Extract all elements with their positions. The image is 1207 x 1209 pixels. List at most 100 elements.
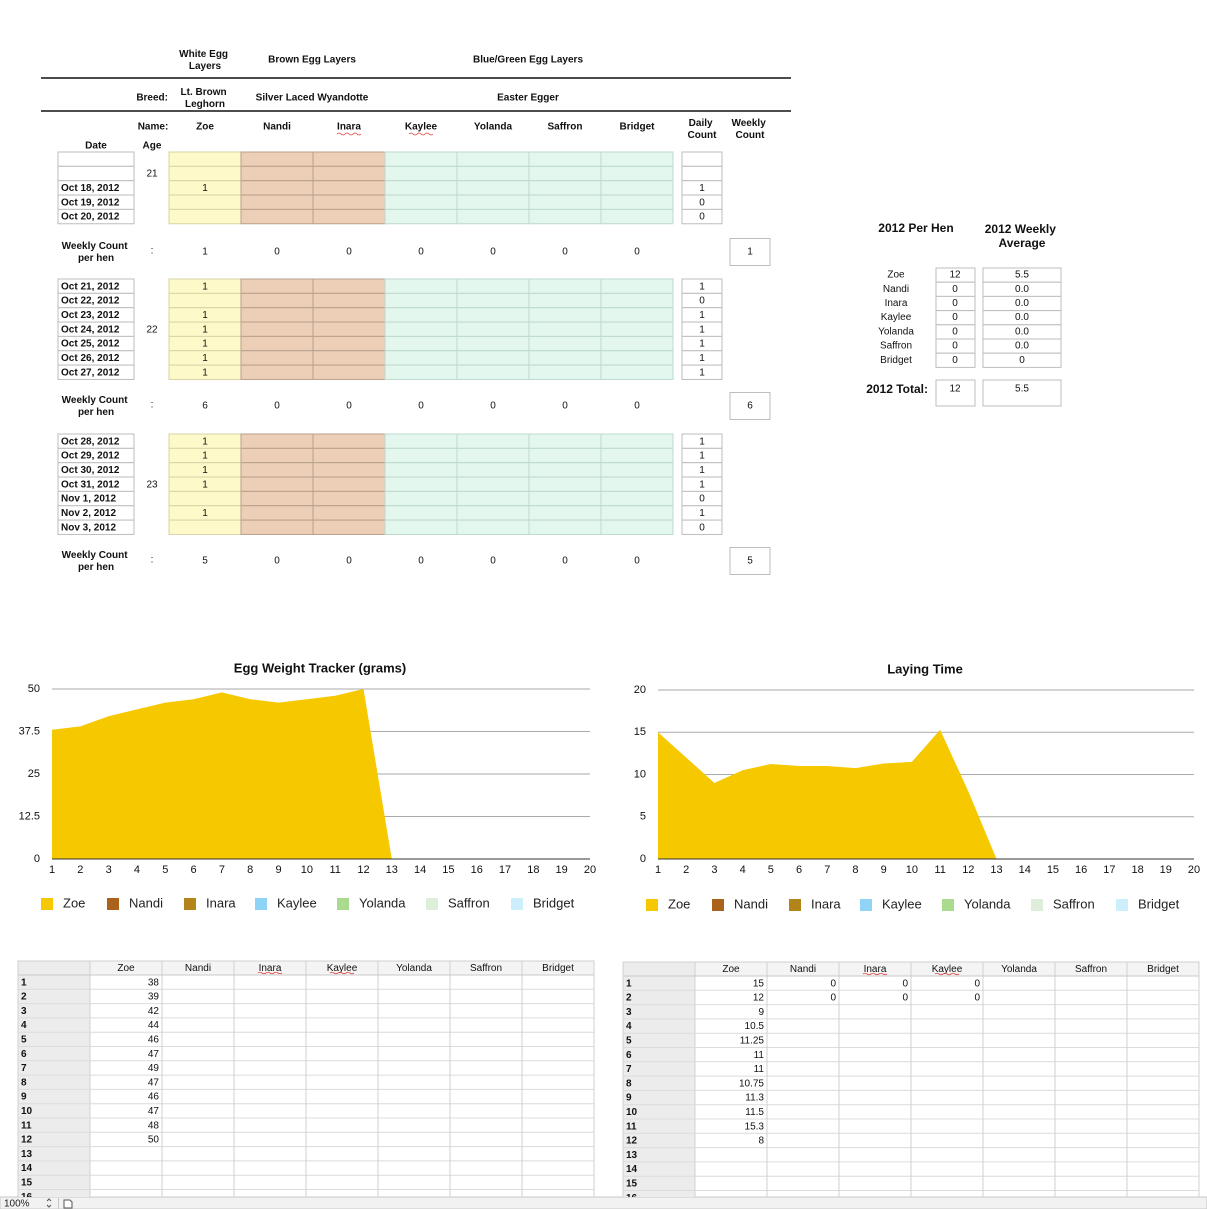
zoom-level[interactable]: 100%	[4, 1199, 30, 1209]
legend-swatch	[511, 898, 523, 910]
daily-cell	[681, 165, 723, 182]
row-number: 8	[626, 1078, 632, 1089]
weekly-label: Weekly Count per hen	[62, 241, 131, 264]
summary-name: Zoe	[887, 270, 905, 281]
zoom-stepper[interactable]	[46, 1198, 52, 1208]
cell-value: 44	[148, 1020, 160, 1031]
colon: :	[151, 246, 154, 257]
date: Oct 21, 2012	[61, 281, 120, 292]
row-number: 3	[626, 1007, 632, 1018]
x-tick-label: 3	[711, 864, 717, 876]
column-header: Bridget	[1147, 964, 1179, 975]
spell-underline	[329, 971, 355, 975]
row-number: 5	[626, 1035, 632, 1046]
cell-value: 15	[753, 978, 765, 989]
row-number: 13	[626, 1150, 638, 1161]
date: Oct 23, 2012	[61, 310, 120, 321]
hen-cell	[240, 519, 314, 535]
x-tick-label: 1	[49, 864, 55, 876]
x-tick-label: 19	[556, 864, 568, 876]
hen-cell	[312, 321, 386, 337]
hen-cell	[240, 447, 314, 464]
daily-count: 0	[699, 197, 705, 208]
row-number: 8	[21, 1077, 27, 1088]
legend-swatch	[646, 899, 658, 911]
weekly-per-hen: 0	[490, 401, 496, 412]
date: Oct 28, 2012	[61, 436, 120, 447]
x-tick-label: 17	[499, 864, 511, 876]
hen-cell	[240, 505, 314, 521]
hen-cell	[168, 151, 242, 167]
row-number: 11	[626, 1121, 637, 1132]
weekly-label: Weekly Count per hen	[62, 550, 131, 573]
summary-per-hen: 12	[949, 270, 961, 281]
hen-cell	[600, 476, 674, 492]
hen-cell	[312, 433, 386, 449]
x-tick-label: 18	[527, 864, 539, 876]
row-number: 13	[21, 1149, 33, 1160]
daily-cell	[681, 519, 723, 535]
hen-cell	[384, 208, 458, 225]
summary-per-hen: 0	[952, 341, 958, 352]
hen-cell	[528, 350, 602, 366]
total-label: 2012 Total:	[866, 382, 928, 396]
spell-underline	[934, 972, 960, 976]
legend-swatch	[107, 898, 119, 910]
daily-count: 1	[699, 451, 705, 462]
legend-label: Saffron	[448, 895, 490, 910]
y-tick-label: 15	[634, 726, 646, 738]
hen-cell	[528, 194, 602, 210]
x-tick-label: 4	[134, 864, 140, 876]
daily-count: 0	[699, 296, 705, 307]
label-line: White Egg	[179, 49, 231, 60]
cell-value: 46	[148, 1034, 160, 1045]
column-header: Saffron	[1075, 964, 1107, 975]
x-tick-label: 5	[162, 864, 168, 876]
weekly-per-hen: 5	[202, 556, 208, 567]
x-tick-label: 19	[1160, 864, 1172, 876]
legend-label: Inara	[811, 896, 841, 911]
breed: Lt. Brown Leghorn	[181, 87, 230, 110]
x-tick-label: 4	[740, 864, 746, 876]
status-divider	[58, 1198, 59, 1209]
weekly-count: 5	[747, 556, 753, 567]
egg-count: 1	[202, 183, 208, 194]
summary-average: 0.0	[1015, 326, 1029, 337]
column-header: Yolanda	[1001, 964, 1037, 975]
cell-value: 50	[148, 1135, 160, 1146]
hen-cell	[168, 165, 242, 182]
row-header-column	[622, 961, 696, 1197]
hen-cell	[384, 335, 458, 352]
label-line: Layers	[189, 61, 222, 72]
date-cell	[57, 165, 135, 182]
hen-cell	[600, 165, 674, 182]
sheet-icon[interactable]	[63, 1199, 73, 1209]
x-tick-label: 2	[77, 864, 83, 876]
cell-value: 11	[754, 1050, 765, 1061]
x-tick-label: 10	[906, 864, 918, 876]
label-line: Lt. Brown	[181, 87, 230, 98]
hen-cell	[456, 180, 530, 196]
hen-name: Nandi	[263, 122, 291, 133]
cell-value: 9	[758, 1007, 764, 1018]
data-table: 12345678910111213141516Zoe38394244464749…	[17, 960, 595, 1197]
hen-cell	[528, 433, 602, 449]
column-header: Inara	[259, 963, 282, 974]
egg-count: 1	[202, 436, 208, 447]
hen-cell	[384, 476, 458, 492]
hen-cell	[600, 519, 674, 535]
y-tick-label: 5	[640, 811, 646, 823]
hen-cell	[600, 292, 674, 309]
daily-cell	[681, 208, 723, 225]
hen-cell	[456, 490, 530, 507]
legend-swatch	[1031, 899, 1043, 911]
x-tick-label: 11	[934, 864, 945, 876]
weekly-per-hen: 0	[490, 247, 496, 258]
daily-count: 1	[699, 367, 705, 378]
row-number: 7	[21, 1063, 27, 1074]
age: 22	[146, 324, 158, 335]
hen-cell	[528, 321, 602, 337]
cell-value: 39	[148, 992, 160, 1003]
hen-cell	[600, 194, 674, 210]
